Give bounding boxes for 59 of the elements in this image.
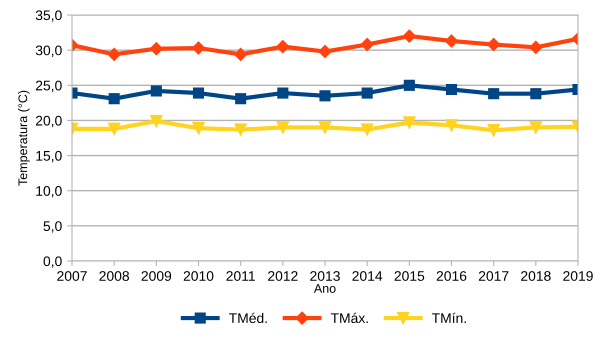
y-tick-label: 0,0 — [44, 256, 62, 268]
y-tick-label: 20,0 — [36, 116, 62, 128]
point — [192, 87, 204, 99]
point — [276, 121, 290, 134]
point — [403, 116, 416, 129]
y-tick-label: 15,0 — [36, 150, 62, 162]
x-tick-label: 2017 — [478, 271, 508, 281]
point — [319, 90, 331, 102]
x-axis-title: Ano — [314, 284, 336, 293]
point — [150, 114, 163, 128]
x-tick-label: 2012 — [268, 271, 298, 281]
point — [530, 88, 542, 100]
point — [108, 122, 120, 136]
point — [235, 93, 246, 104]
y-tick-label: 30,0 — [36, 45, 62, 57]
point — [234, 123, 247, 136]
x-tick-label: 2008 — [99, 271, 130, 281]
point — [192, 41, 206, 55]
x-tick-label: 2007 — [57, 271, 87, 281]
point — [192, 122, 205, 134]
x-tick-label: 2015 — [394, 271, 424, 281]
x-tick-label: 2010 — [184, 271, 214, 281]
point — [150, 42, 163, 56]
point — [318, 44, 332, 58]
y-tick-label: 25,0 — [36, 80, 62, 92]
x-tick-label: 2016 — [436, 271, 466, 281]
point — [277, 87, 288, 99]
point — [108, 48, 121, 61]
point — [360, 38, 374, 52]
point — [446, 84, 458, 96]
x-tick-label: 2013 — [310, 271, 340, 281]
point — [529, 40, 542, 54]
point — [404, 80, 415, 91]
x-tick-label: 2009 — [142, 271, 172, 281]
point — [530, 121, 542, 134]
y-tick-label: 35,0 — [36, 10, 62, 22]
point — [360, 123, 374, 136]
x-tick-label: 2019 — [563, 271, 593, 281]
point — [445, 119, 458, 132]
point — [402, 30, 416, 43]
point — [487, 124, 500, 137]
y-tick-label: 5,0 — [44, 221, 62, 233]
point — [362, 87, 373, 99]
point — [150, 85, 162, 96]
point — [234, 48, 248, 61]
point — [318, 121, 332, 134]
y-axis-title: Temperatura (°C) — [18, 90, 30, 186]
point — [108, 93, 120, 104]
y-tick-label: 10,0 — [36, 186, 62, 198]
legend-label: TMín. — [432, 312, 466, 323]
x-tick-label: 2014 — [352, 271, 382, 281]
point — [276, 40, 290, 54]
x-tick-label: 2011 — [226, 271, 255, 281]
point — [488, 88, 500, 100]
legend-label: TMéd. — [229, 312, 267, 324]
legend-label: TMáx. — [330, 312, 368, 324]
point — [487, 38, 500, 52]
point — [444, 34, 458, 48]
x-tick-label: 2018 — [521, 271, 551, 281]
